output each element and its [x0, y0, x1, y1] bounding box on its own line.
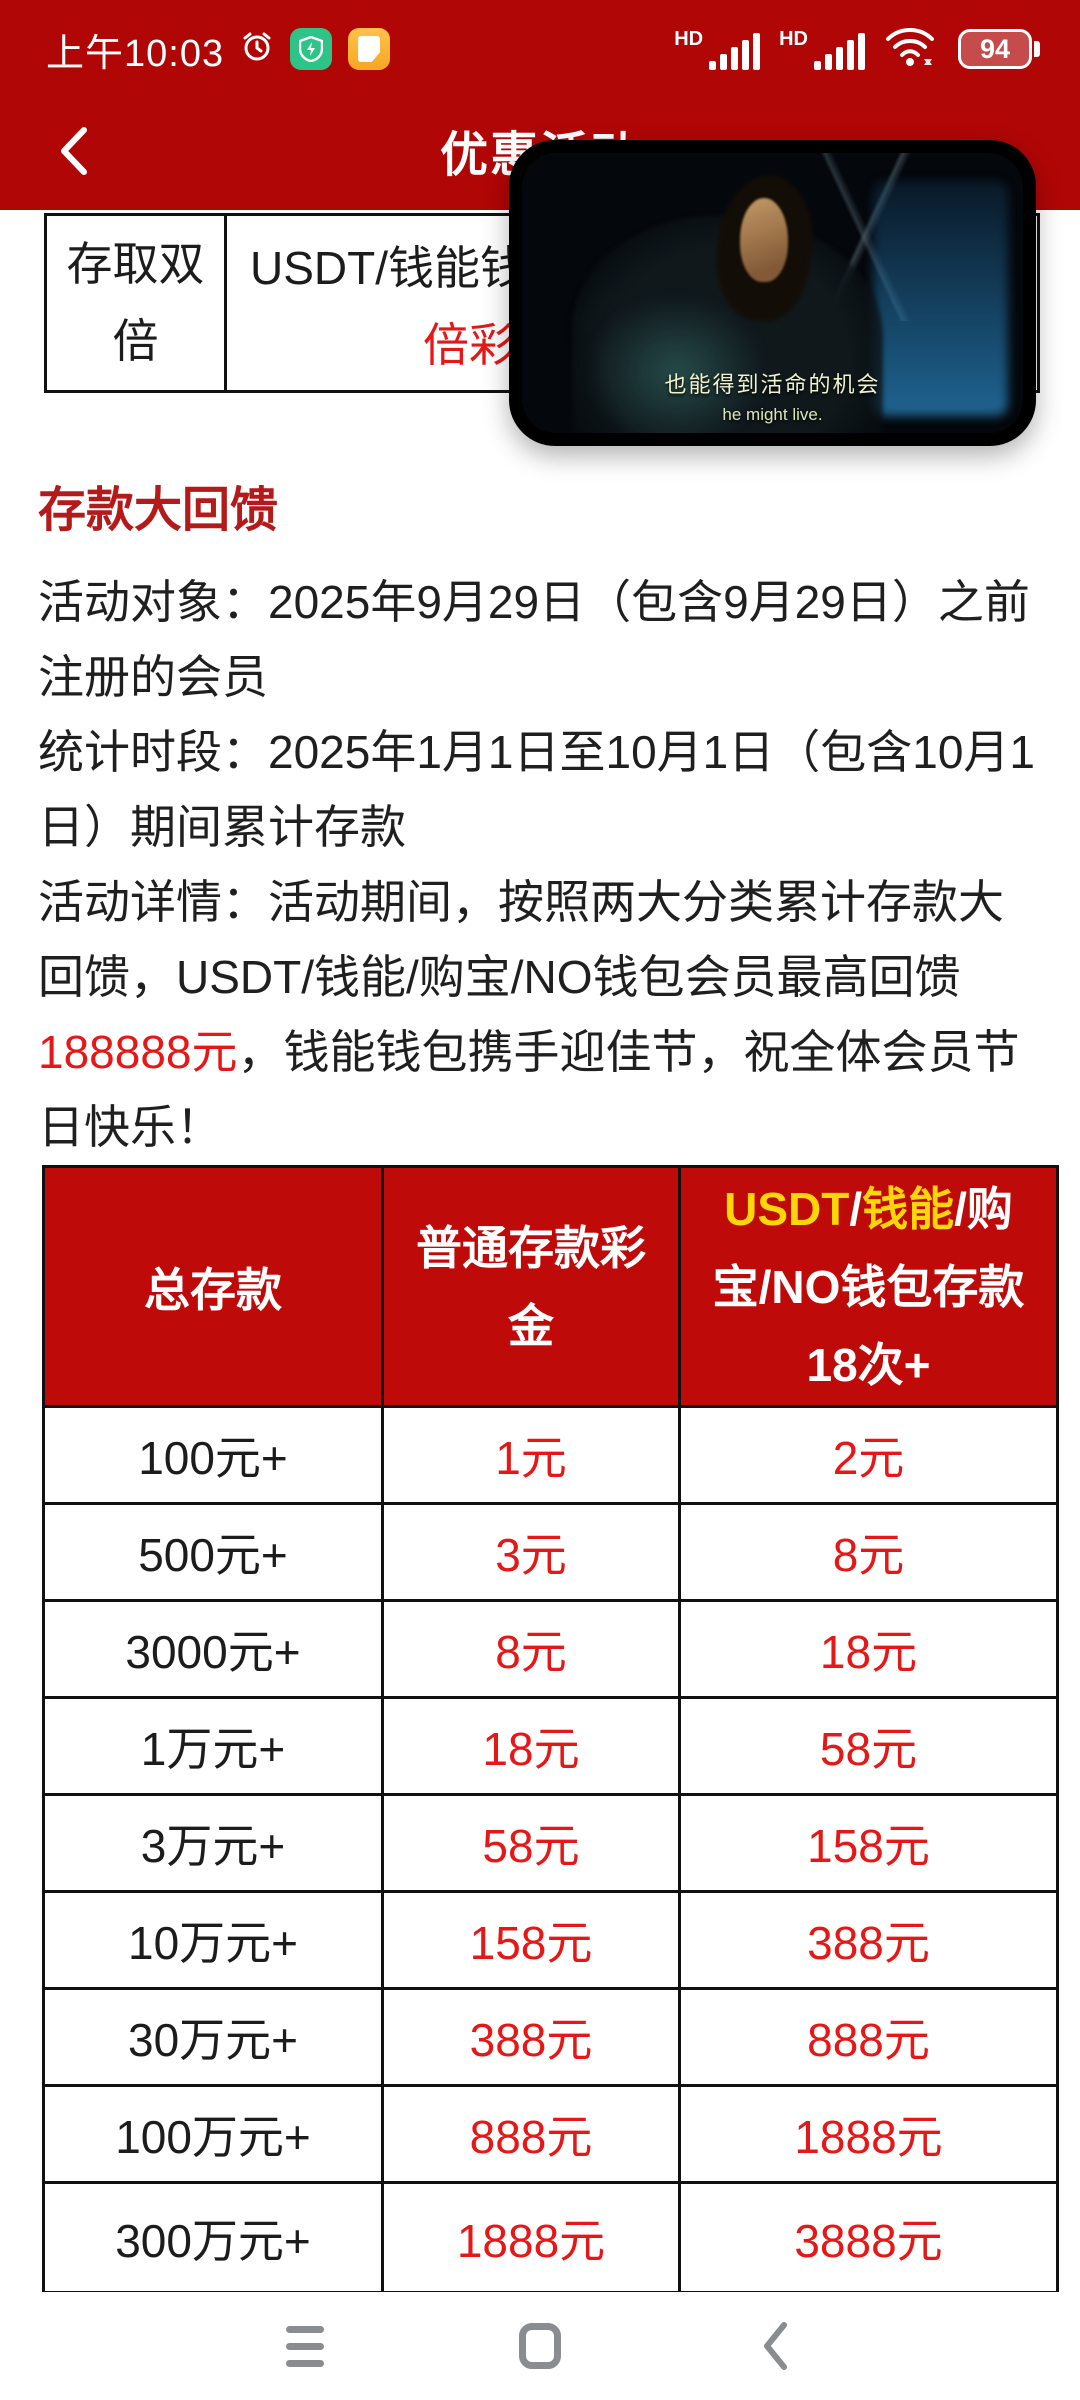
hd-label: HD [779, 28, 808, 50]
hd-label: HD [674, 28, 704, 50]
video-armor-sheen [592, 298, 763, 433]
tier-cell: 300万元+ [42, 2181, 384, 2294]
subtitle-en: he might live. [722, 405, 823, 424]
subtitle-zh: 也能得到活命的机会 [664, 372, 881, 397]
fragment-cell-label: 存取双倍 [47, 216, 227, 390]
header-total-deposit: 总存款 [42, 1165, 384, 1408]
bonus-cell: 388元 [381, 1987, 681, 2087]
video-blue-window [872, 181, 1008, 417]
bonus-cell: 18元 [678, 1599, 1059, 1699]
battery-icon: 94 [958, 29, 1040, 69]
tier-cell: 500元+ [42, 1502, 384, 1602]
header-usdt: USDT [724, 1182, 850, 1235]
header-wallet-bonus: USDT/钱能/购宝/NO钱包存款 18次+ [678, 1165, 1059, 1408]
bonus-cell: 388元 [678, 1890, 1059, 1990]
table-row: 500元+ 3元 8元 [42, 1502, 1059, 1602]
status-bar: 上午10:03 HD HD 94 [0, 0, 1080, 90]
bonus-cell: 3元 [381, 1502, 681, 1602]
promo-line: 注册的会员 [38, 651, 268, 703]
bonus-cell: 8元 [678, 1502, 1059, 1602]
table-row: 10万元+ 158元 388元 [42, 1890, 1059, 1990]
note-glyph [358, 36, 381, 62]
deposit-bonus-table: 总存款 普通存款彩金 USDT/钱能/购宝/NO钱包存款 18次+ 100元+ 1元… [42, 1165, 1059, 2294]
bonus-cell: 1888元 [381, 2181, 681, 2294]
header-qianneng: 钱能 [862, 1182, 955, 1235]
battery-nub [1034, 41, 1040, 57]
promo-line: 活动详情：活动期间，按照两大分类累计存款大 [38, 876, 1004, 928]
tier-cell: 1万元+ [42, 1696, 384, 1796]
home-icon [519, 2323, 561, 2369]
bonus-cell: 158元 [678, 1793, 1059, 1893]
promo-body: 活动对象：2025年9月29日（包含9月29日）之前 注册的会员 统计时段：20… [38, 565, 1048, 1165]
tier-cell: 100元+ [42, 1405, 384, 1505]
bonus-cell: 1888元 [678, 2084, 1059, 2184]
fragment-detail-line1: USDT/钱能钱 [250, 242, 526, 294]
promo-line: 统计时段：2025年1月1日至10月1日（包含10月1 [38, 726, 1035, 778]
table-row: 30万元+ 388元 888元 [42, 1987, 1059, 2087]
table-row: 100元+ 1元 2元 [42, 1405, 1059, 1505]
promo-heading: 存款大回馈 [38, 484, 279, 537]
alarm-icon [240, 30, 274, 69]
tier-cell: 30万元+ [42, 1987, 384, 2087]
menu-icon [286, 2325, 324, 2367]
tier-cell: 3000元+ [42, 1599, 384, 1699]
table-header-row: 总存款 普通存款彩金 USDT/钱能/购宝/NO钱包存款 18次+ [42, 1165, 1059, 1408]
promo-line: 日）期间累计存款 [38, 801, 406, 853]
bonus-cell: 3888元 [678, 2181, 1059, 2294]
nav-back-button[interactable] [715, 2292, 835, 2400]
promo-line-highlight: 188888元，钱能钱包携手迎佳节，祝全体会员节 [38, 1015, 1048, 1090]
tier-cell: 3万元+ [42, 1793, 384, 1893]
header-count: 18次+ [806, 1338, 931, 1391]
security-app-icon [290, 28, 333, 70]
android-nav-bar [0, 2292, 1080, 2400]
nav-back-icon [764, 2322, 787, 2370]
tier-cell: 10万元+ [42, 1890, 384, 1990]
table-row: 3万元+ 58元 158元 [42, 1793, 1059, 1893]
cellular-signal-icon-2: HD [779, 27, 866, 71]
promo-line-rest: ，钱能钱包携手迎佳节，祝全体会员节 [237, 1026, 1020, 1078]
fragment-cell-detail: USDT/钱能钱 倍彩 [227, 216, 1037, 390]
header-wallet-rest: /购宝/NO钱包存款 [712, 1182, 1025, 1313]
bonus-cell: 888元 [678, 1987, 1059, 2087]
bonus-cell: 888元 [381, 2084, 681, 2184]
bonus-cell: 8元 [381, 1599, 681, 1699]
nav-home-button[interactable] [480, 2292, 600, 2400]
notes-app-icon [348, 28, 391, 70]
table-row: 3000元+ 8元 18元 [42, 1599, 1059, 1699]
fragment-detail-line2: 倍彩 [423, 319, 515, 371]
wifi-icon [884, 25, 940, 74]
clock-time: 上午10:03 [46, 32, 225, 75]
nav-menu-button[interactable] [245, 2292, 365, 2400]
pip-video-window[interactable]: 也能得到活命的机会 he might live. [509, 140, 1036, 446]
back-button[interactable] [52, 124, 96, 178]
promo-line: 活动对象：2025年9月29日（包含9月29日）之前 [38, 576, 1030, 628]
bonus-cell: 18元 [381, 1696, 681, 1796]
bonus-cell: 158元 [381, 1890, 681, 1990]
table-row: 300万元+ 1888元 3888元 [42, 2181, 1059, 2294]
promo-line: 回馈，USDT/钱能/购宝/NO钱包会员最高回馈 [38, 951, 961, 1003]
header-normal-bonus: 普通存款彩金 [381, 1165, 681, 1408]
bonus-cell: 58元 [678, 1696, 1059, 1796]
bonus-cell: 2元 [678, 1405, 1059, 1505]
max-bonus-amount: 188888元 [38, 1026, 238, 1078]
table-row: 100万元+ 888元 1888元 [42, 2084, 1059, 2184]
header-slash: / [849, 1182, 863, 1235]
battery-percent: 94 [979, 33, 1011, 64]
cellular-signal-icon-1: HD [674, 27, 761, 71]
table-row: 1万元+ 18元 58元 [42, 1696, 1059, 1796]
bonus-cell: 1元 [381, 1405, 681, 1505]
tier-cell: 100万元+ [42, 2084, 384, 2184]
bonus-cell: 58元 [381, 1793, 681, 1893]
video-figure-face [739, 197, 788, 282]
promo-line: 日快乐！ [38, 1101, 222, 1153]
video-frame: 也能得到活命的机会 he might live. [522, 153, 1023, 433]
